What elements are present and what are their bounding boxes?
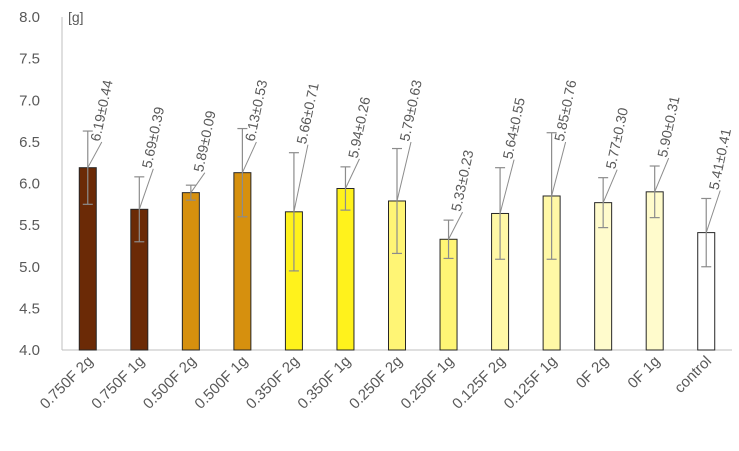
data-label-leader-line (138, 168, 154, 210)
x-tick-label: 0.250F 2g (346, 353, 406, 413)
x-tick-label: control (671, 353, 715, 397)
y-tick-label: 4.0 (19, 342, 40, 359)
bars-group (78, 167, 716, 351)
data-label-leader-line (396, 141, 412, 202)
data-label: 5.85±0.76 (551, 78, 580, 142)
y-tick-label: 6.0 (19, 176, 40, 193)
x-tick-label: 0F 2g (573, 353, 612, 392)
x-tick-label: 0.750F 1g (88, 353, 148, 413)
bar (336, 187, 355, 351)
x-tick-label: 0.500F 1g (191, 353, 251, 413)
data-label: 5.69±0.39 (139, 105, 168, 169)
x-tick-label: 0.125F 2g (449, 353, 509, 413)
x-tick-label: 0.750F 2g (37, 353, 97, 413)
data-label: 5.94±0.26 (345, 95, 374, 159)
data-label-leader-line (551, 141, 567, 197)
data-label-leader-line (499, 159, 515, 214)
data-label: 5.64±0.55 (499, 96, 528, 160)
data-label-leader-line (654, 157, 670, 193)
data-label-leader-line (190, 172, 206, 193)
data-label-leader-line (345, 158, 360, 189)
data-label: 6.19±0.44 (87, 78, 116, 142)
data-label-leader-line (448, 211, 463, 240)
data-label: 5.90±0.31 (654, 94, 683, 158)
data-label: 5.79±0.63 (396, 78, 425, 142)
data-label: 6.13±0.53 (242, 78, 271, 142)
y-tick-label: 8.0 (19, 9, 40, 26)
y-axis-tick-labels: 4.0 4.5 5.0 5.5 6.0 6.5 7.0 7.5 8.0 (19, 9, 40, 359)
error-bar (649, 165, 660, 219)
bar (181, 192, 200, 351)
data-label: 5.77±0.30 (602, 106, 631, 170)
x-tick-label: 0.350F 1g (294, 353, 354, 413)
data-label-leader-line (241, 141, 257, 173)
y-tick-label: 6.5 (19, 134, 40, 151)
data-label: 5.41±0.41 (706, 127, 735, 191)
label-leader-lines-group (87, 141, 721, 240)
data-label: 5.33±0.23 (448, 148, 477, 212)
y-tick-label: 7.0 (19, 92, 40, 109)
data-label-leader-line (293, 144, 309, 212)
data-label-leader-line (87, 141, 103, 168)
x-tick-label: 0.250F 1g (398, 353, 458, 413)
y-tick-label: 5.0 (19, 259, 40, 276)
data-label: 5.66±0.71 (293, 81, 322, 145)
x-tick-label: 0.500F 2g (140, 353, 200, 413)
data-label-leader-line (602, 169, 618, 203)
y-tick-label: 5.5 (19, 217, 40, 234)
data-label-leader-line (705, 190, 721, 233)
x-axis-tick-labels: 0.750F 2g0.750F 1g0.500F 2g0.500F 1g0.35… (37, 353, 715, 413)
x-tick-label: 0.125F 1g (501, 353, 561, 413)
x-tick-label: 0.350F 2g (243, 353, 303, 413)
data-label: 5.89±0.09 (190, 109, 219, 173)
y-axis-unit-label: [g] (68, 9, 84, 25)
y-tick-label: 4.5 (19, 300, 40, 317)
y-tick-label: 7.5 (19, 51, 40, 68)
x-tick-label: 0F 1g (624, 353, 663, 392)
